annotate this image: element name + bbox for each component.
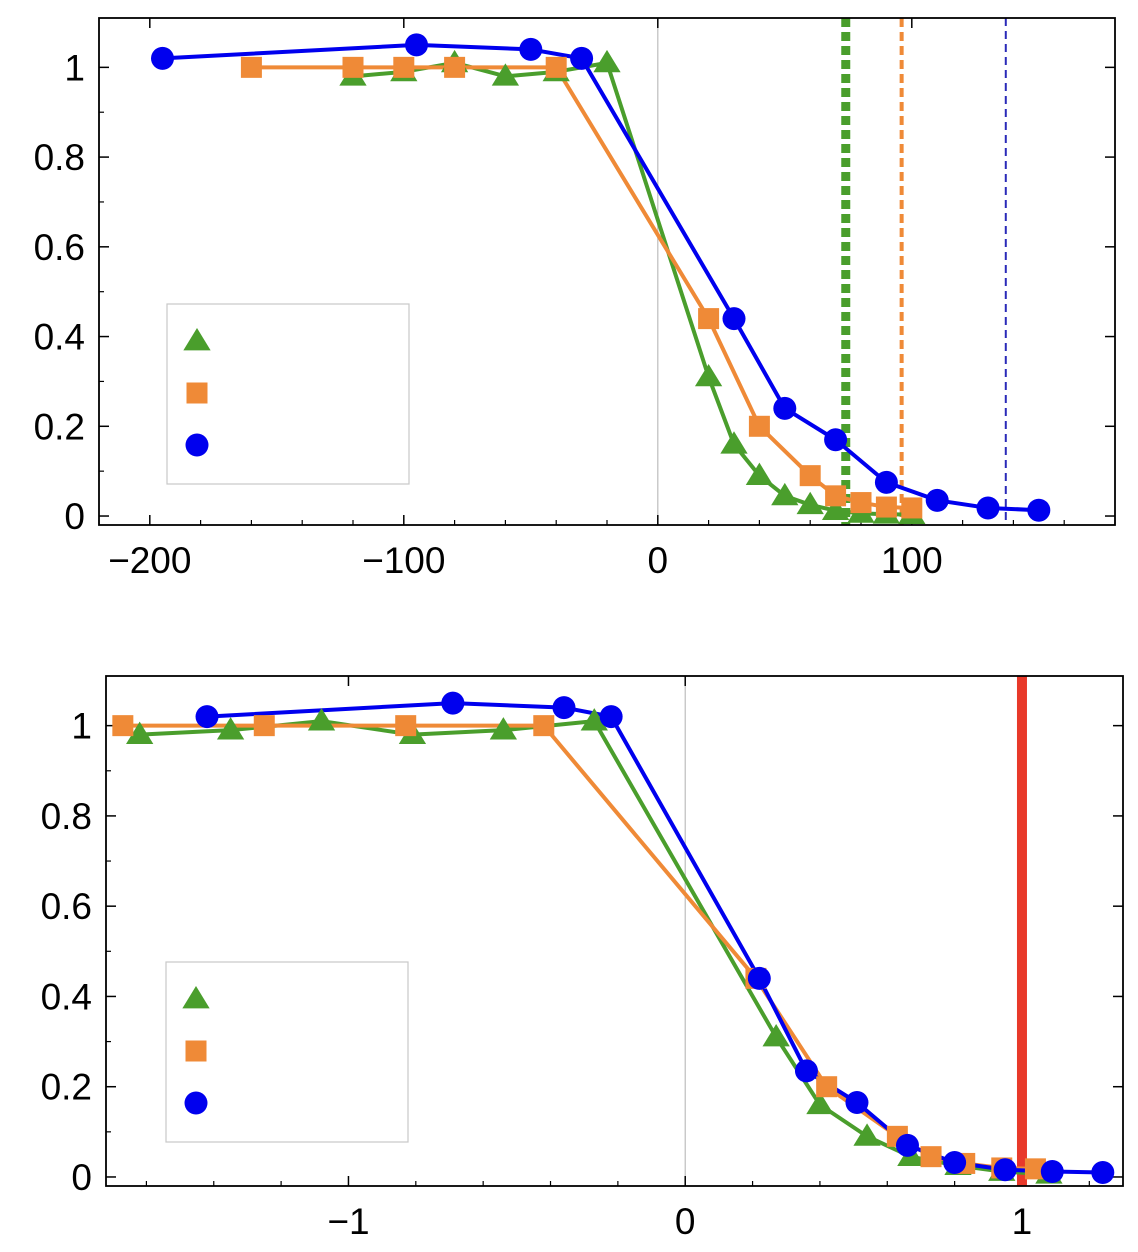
- y-tick-label: 0.8: [34, 137, 85, 178]
- data-point-triangle: [771, 482, 799, 506]
- y-tick-label: 0.4: [34, 317, 85, 358]
- data-point-circle: [195, 705, 219, 729]
- data-point-square: [816, 1076, 838, 1098]
- x-tick-label: 100: [881, 540, 943, 581]
- x-tick-label: 1: [1012, 1201, 1033, 1242]
- data-point-circle: [993, 1158, 1017, 1182]
- data-point-square: [875, 496, 897, 518]
- data-point-square: [1024, 1158, 1046, 1180]
- data-point-square: [698, 308, 720, 330]
- plot-frame: [98, 17, 1116, 526]
- data-point-square: [799, 465, 821, 487]
- data-point-square: [395, 715, 417, 737]
- data-point-triangle: [762, 1024, 790, 1047]
- data-point-square: [850, 492, 872, 514]
- data-point-square: [533, 715, 555, 737]
- data-point-triangle: [821, 497, 850, 521]
- data-point-square: [444, 56, 466, 78]
- legend-marker-square: [185, 1040, 207, 1062]
- x-tick-label: 0: [675, 1201, 696, 1242]
- data-point-circle: [824, 428, 848, 452]
- legend-marker-square: [186, 382, 208, 404]
- data-point-square: [748, 415, 770, 437]
- data-point-circle: [552, 696, 576, 720]
- data-point-square: [342, 56, 364, 78]
- data-point-triangle: [806, 1091, 834, 1115]
- data-point-circle: [794, 1059, 818, 1083]
- data-point-circle: [599, 705, 623, 729]
- y-tick-label: 0: [71, 1157, 92, 1198]
- y-tick-label: 0.4: [41, 976, 92, 1017]
- data-point-square: [901, 497, 923, 519]
- data-point-circle: [925, 488, 949, 512]
- data-point-circle: [151, 46, 174, 70]
- legend-marker-triangle: [183, 328, 211, 351]
- data-point-circle: [895, 1133, 919, 1157]
- data-point-triangle: [216, 717, 245, 740]
- data-point-triangle: [580, 708, 608, 731]
- data-point-circle: [747, 966, 771, 990]
- legend-marker-triangle: [182, 986, 210, 1009]
- top-panel: 0 0.2 0.4 0.6 0.8 1 −200 −100 0 100: [34, 17, 1116, 581]
- legend-marker-circle: [185, 433, 209, 457]
- data-point-triangle: [694, 363, 723, 387]
- data-point-triangle: [720, 431, 748, 454]
- data-point-circle: [976, 496, 1000, 520]
- y-tick-label: 0.6: [34, 227, 85, 268]
- legend-marker-circle: [184, 1091, 208, 1115]
- data-point-circle: [519, 37, 543, 61]
- data-point-square: [545, 56, 567, 78]
- data-point-triangle: [796, 491, 824, 515]
- y-tick-label: 1: [64, 47, 85, 88]
- data-point-circle: [845, 1091, 869, 1115]
- y-tick-label: 0.6: [41, 886, 92, 927]
- plot-frame: [105, 675, 1124, 1187]
- data-point-circle: [405, 33, 428, 57]
- data-point-triangle: [489, 717, 518, 740]
- bottom-panel: 0 0.2 0.4 0.6 0.8 1 −1 0 1: [41, 675, 1124, 1242]
- data-point-triangle: [307, 708, 336, 731]
- data-point-circle: [773, 396, 797, 420]
- data-point-triangle: [126, 721, 154, 745]
- data-point-square: [825, 485, 847, 507]
- data-point-circle: [1027, 498, 1051, 522]
- x-tick-label: −200: [108, 540, 191, 581]
- data-point-circle: [874, 470, 898, 494]
- data-point-square: [112, 715, 134, 737]
- data-point-triangle: [853, 1123, 881, 1146]
- y-tick-label: 1: [71, 706, 92, 747]
- data-point-triangle: [745, 462, 774, 486]
- x-tick-label: 0: [648, 540, 669, 581]
- x-tick-label: −100: [362, 540, 445, 581]
- data-point-square: [253, 715, 275, 737]
- data-point-square: [240, 56, 262, 78]
- y-tick-label: 0.8: [41, 796, 92, 837]
- data-point-circle: [441, 691, 465, 715]
- data-point-circle: [722, 307, 746, 331]
- y-tick-label: 0.2: [41, 1067, 92, 1108]
- data-point-square: [393, 56, 415, 78]
- data-point-square: [920, 1146, 942, 1168]
- data-point-circle: [943, 1151, 967, 1175]
- data-point-circle: [570, 46, 594, 70]
- x-tick-label: −1: [327, 1201, 369, 1242]
- data-point-circle: [1091, 1160, 1115, 1184]
- data-point-circle: [1040, 1160, 1064, 1184]
- data-point-triangle: [491, 63, 520, 86]
- data-point-triangle: [593, 49, 621, 73]
- y-tick-label: 0: [64, 496, 85, 537]
- y-tick-label: 0.2: [34, 406, 85, 447]
